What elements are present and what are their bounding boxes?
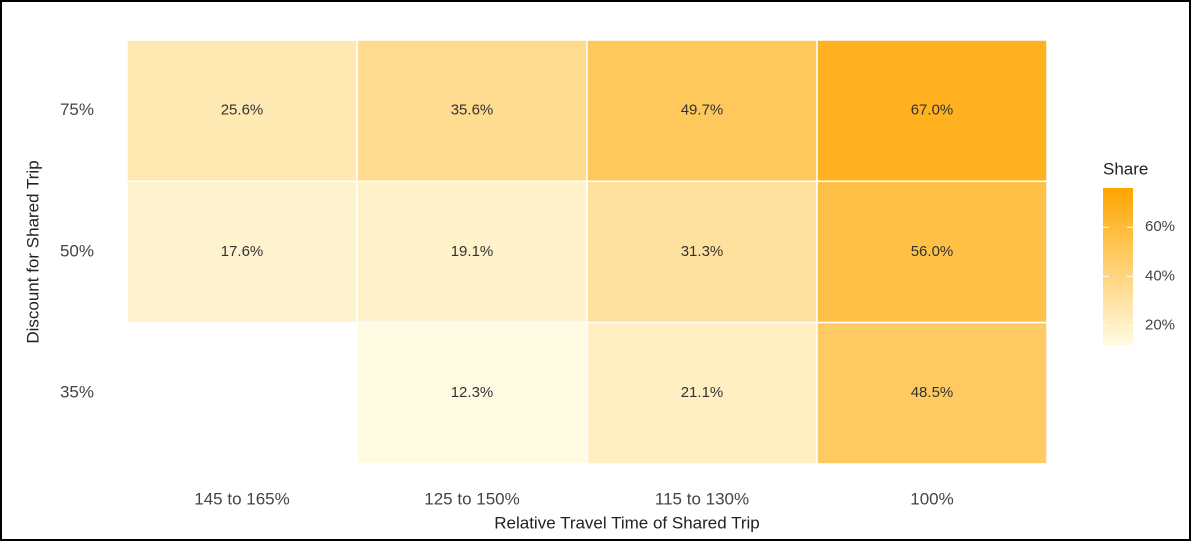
y-tick-label: 75% [60, 100, 94, 119]
x-tick-label: 115 to 130% [655, 489, 749, 508]
cell-label: 19.1% [451, 243, 494, 260]
cell-label: 67.0% [911, 102, 954, 119]
cell-label: 49.7% [681, 102, 724, 119]
legend-title: Share [1103, 159, 1148, 178]
cell-label: 12.3% [451, 384, 494, 401]
cell-label: 21.1% [681, 384, 724, 401]
heat-cell [356, 39, 588, 183]
heat-cell [816, 39, 1048, 183]
cell-label: 56.0% [911, 243, 954, 260]
y-tick-label: 35% [60, 383, 94, 402]
x-tick-label: 100% [910, 489, 953, 508]
x-tick-label: 125 to 150% [424, 489, 519, 508]
cell-label: 48.5% [911, 384, 954, 401]
heat-cell [356, 321, 588, 465]
cell-label: 17.6% [221, 243, 264, 260]
heat-cell [126, 39, 358, 183]
legend-tick-label: 20% [1145, 316, 1175, 333]
cell-label: 31.3% [681, 243, 724, 260]
heat-cell [126, 180, 358, 324]
x-tick-label: 145 to 165% [194, 489, 289, 508]
x-axis-title: Relative Travel Time of Shared Trip [494, 513, 760, 532]
cell-label: 35.6% [451, 102, 494, 119]
y-tick-label: 50% [60, 241, 94, 260]
legend-tick-label: 60% [1145, 218, 1175, 235]
y-axis-title: Discount for Shared Trip [23, 160, 42, 343]
legend-tick-label: 40% [1145, 267, 1175, 284]
heat-cell [586, 39, 818, 183]
heat-cell [816, 321, 1048, 465]
heat-cell [586, 180, 818, 324]
cell-label: 25.6% [221, 102, 264, 119]
colorbar [1103, 188, 1133, 345]
